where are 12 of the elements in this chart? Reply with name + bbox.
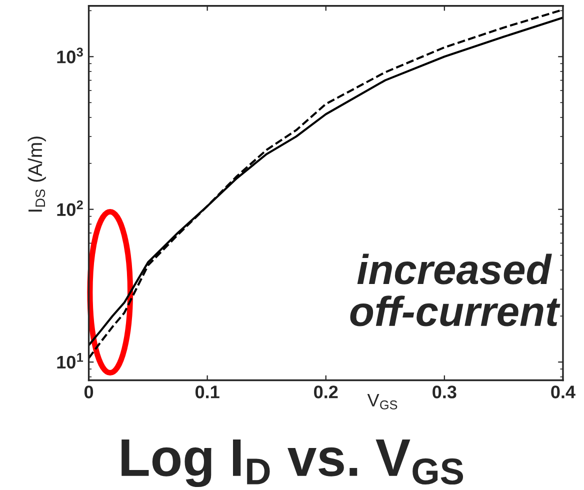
x-axis-title: V$_{GS}$ (367, 394, 398, 410)
x-tick-label: 0 (84, 386, 94, 398)
x-tick-label: 0.1 (195, 386, 220, 398)
x-tick-label: 0.2 (314, 386, 338, 398)
y-tick-label: 10$^{3}$ (57, 48, 83, 64)
y-tick-label: 10$^{2}$ (57, 200, 83, 216)
x-tick-label: 0.3 (432, 386, 456, 398)
text: Log I$_{D}$ vs. V$_{GS}$ (122, 440, 464, 488)
annotation: increased off-current (350, 254, 560, 326)
y-tick-label: 10$^{1}$ (57, 353, 84, 369)
x-tick-label: 0.4 (551, 386, 576, 398)
y-axis-title: I$_{DS}$ (A/m) (28, 136, 46, 212)
